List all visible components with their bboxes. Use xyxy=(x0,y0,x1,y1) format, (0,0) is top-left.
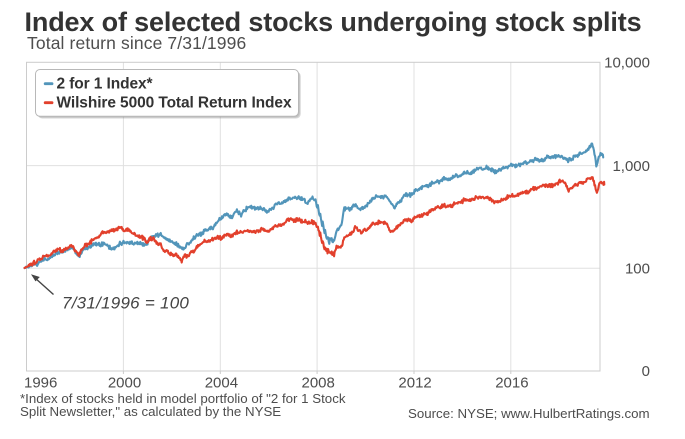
svg-text:1,000: 1,000 xyxy=(612,158,650,175)
svg-text:2008: 2008 xyxy=(302,375,335,392)
svg-text:100: 100 xyxy=(625,261,650,278)
svg-text:2012: 2012 xyxy=(398,375,431,392)
svg-text:1996: 1996 xyxy=(24,375,57,392)
svg-text:Wilshire 5000 Total Return Ind: Wilshire 5000 Total Return Index xyxy=(57,95,292,112)
svg-text:2000: 2000 xyxy=(108,375,141,392)
svg-text:2016: 2016 xyxy=(495,375,528,392)
svg-text:0: 0 xyxy=(642,363,650,380)
svg-text:2 for 1 Index*: 2 for 1 Index* xyxy=(57,76,154,93)
svg-text:7/31/1996 = 100: 7/31/1996 = 100 xyxy=(62,294,189,313)
svg-text:10,000: 10,000 xyxy=(604,55,650,72)
svg-text:2004: 2004 xyxy=(205,375,238,392)
